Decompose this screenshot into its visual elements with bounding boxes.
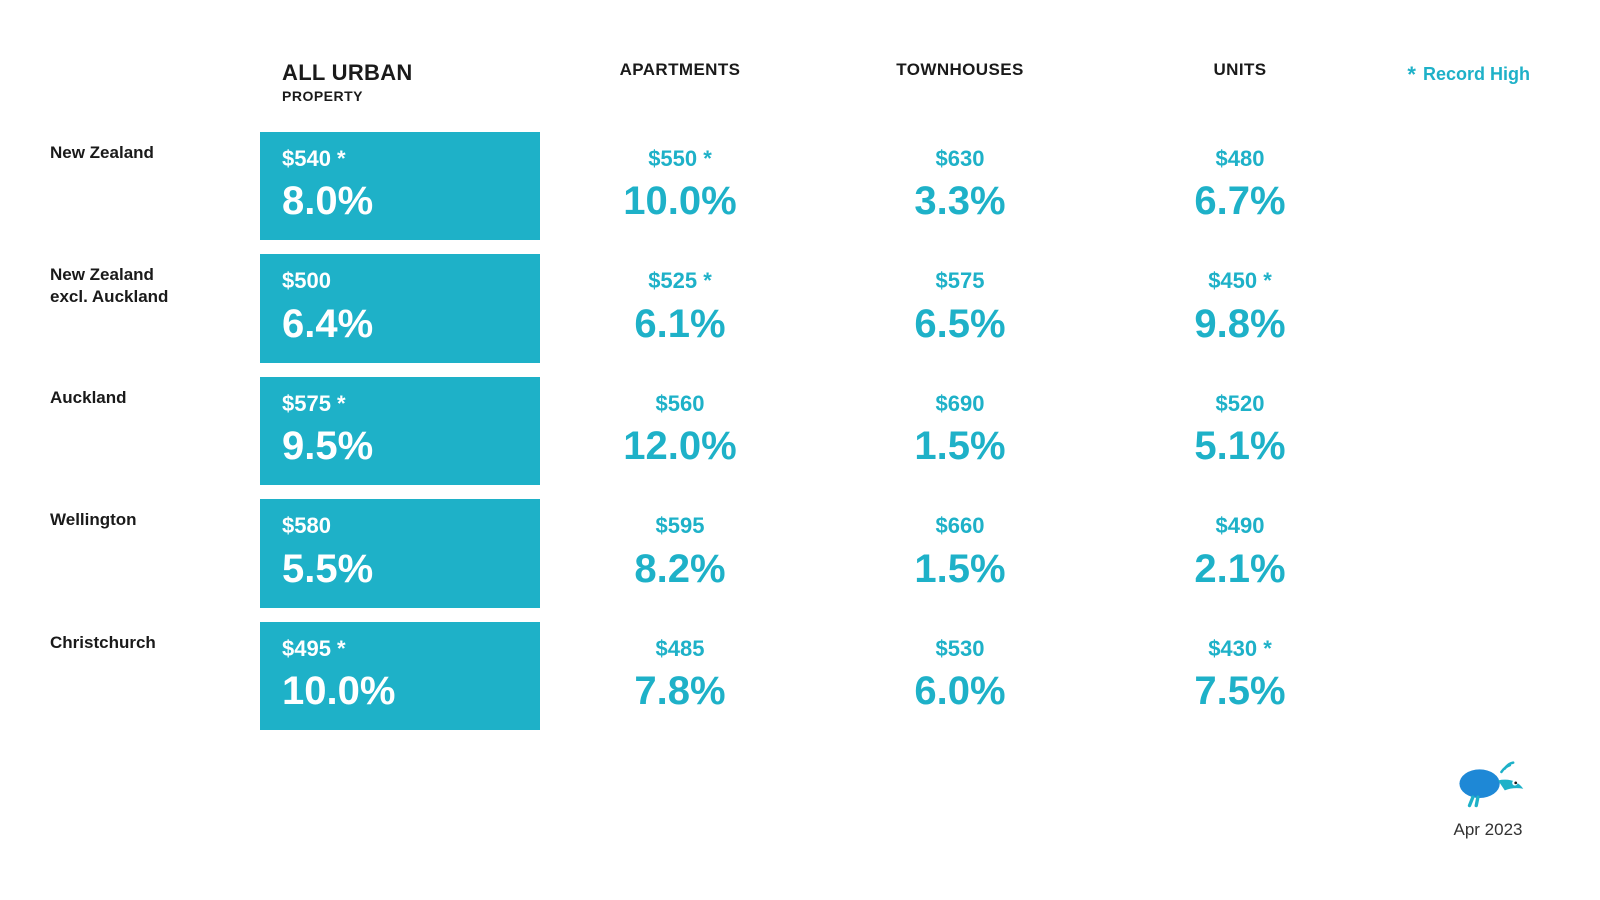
cell-price: $490: [1110, 513, 1370, 539]
data-cell: $540 * 8.0%: [260, 132, 540, 240]
data-cell: $630 3.3%: [820, 132, 1100, 240]
cell-pct: 10.0%: [550, 178, 810, 224]
cell-pct: 12.0%: [550, 423, 810, 469]
cell-price: $560: [550, 391, 810, 417]
data-cell: $525 * 6.1%: [540, 254, 820, 362]
cell-price: $575 *: [282, 391, 518, 417]
row-label: New Zealand excl. Auckland: [50, 254, 260, 308]
cell-price: $550 *: [550, 146, 810, 172]
data-table: ALL URBAN PROPERTY APARTMENTSTOWNHOUSESUNI…: [50, 60, 1550, 730]
row-label: Wellington: [50, 499, 260, 531]
row-label-line: Auckland: [50, 388, 127, 407]
cell-price: $540 *: [282, 146, 518, 172]
column-header: APARTMENTS: [540, 60, 820, 94]
data-cell: $485 7.8%: [540, 622, 820, 730]
column-header: TOWNHOUSES: [820, 60, 1100, 94]
data-cell: $500 6.4%: [260, 254, 540, 362]
cell-price: $480: [1110, 146, 1370, 172]
cell-pct: 6.4%: [282, 301, 518, 347]
data-cell: $430 * 7.5%: [1100, 622, 1380, 730]
cell-price: $520: [1110, 391, 1370, 417]
footer-date: Apr 2023: [1446, 820, 1530, 840]
data-cell: $550 * 10.0%: [540, 132, 820, 240]
cell-pct: 5.1%: [1110, 423, 1370, 469]
column-header-line1: ALL URBAN: [282, 60, 530, 86]
data-cell: $580 5.5%: [260, 499, 540, 607]
cell-pct: 8.0%: [282, 178, 518, 224]
data-cell: $660 1.5%: [820, 499, 1100, 607]
data-cell: $575 6.5%: [820, 254, 1100, 362]
cell-pct: 7.8%: [550, 668, 810, 714]
data-cell: $480 6.7%: [1100, 132, 1380, 240]
cell-pct: 9.5%: [282, 423, 518, 469]
cell-pct: 2.1%: [1110, 546, 1370, 592]
cell-price: $580: [282, 513, 518, 539]
cell-pct: 3.3%: [830, 178, 1090, 224]
cell-pct: 1.5%: [830, 423, 1090, 469]
data-cell: $490 2.1%: [1100, 499, 1380, 607]
legend-label: Record High: [1423, 64, 1530, 84]
data-cell: $690 1.5%: [820, 377, 1100, 485]
footer: Apr 2023: [1446, 755, 1530, 840]
cell-price: $630: [830, 146, 1090, 172]
cell-price: $430 *: [1110, 636, 1370, 662]
column-header-line2: PROPERTY: [282, 88, 530, 104]
data-cell: $495 * 10.0%: [260, 622, 540, 730]
column-header: ALL URBAN PROPERTY: [260, 60, 540, 118]
cell-pct: 10.0%: [282, 668, 518, 714]
row-label-line: Wellington: [50, 510, 137, 529]
cell-pct: 6.5%: [830, 301, 1090, 347]
cell-pct: 1.5%: [830, 546, 1090, 592]
cell-pct: 9.8%: [1110, 301, 1370, 347]
cell-pct: 6.1%: [550, 301, 810, 347]
cell-price: $500: [282, 268, 518, 294]
cell-price: $525 *: [550, 268, 810, 294]
row-label-line: New Zealand: [50, 265, 154, 284]
record-high-legend: * Record High: [1407, 62, 1530, 88]
cell-pct: 8.2%: [550, 546, 810, 592]
cell-pct: 7.5%: [1110, 668, 1370, 714]
row-label-line: excl. Auckland: [50, 287, 168, 306]
cell-price: $495 *: [282, 636, 518, 662]
data-cell: $520 5.1%: [1100, 377, 1380, 485]
row-label-line: New Zealand: [50, 143, 154, 162]
star-icon: *: [1407, 62, 1416, 87]
row-label: Christchurch: [50, 622, 260, 654]
row-label: Auckland: [50, 377, 260, 409]
cell-price: $660: [830, 513, 1090, 539]
row-label-line: Christchurch: [50, 633, 156, 652]
cell-price: $485: [550, 636, 810, 662]
cell-price: $575: [830, 268, 1090, 294]
column-header: UNITS: [1100, 60, 1380, 94]
cell-price: $530: [830, 636, 1090, 662]
cell-pct: 6.0%: [830, 668, 1090, 714]
cell-price: $450 *: [1110, 268, 1370, 294]
row-label: New Zealand: [50, 132, 260, 164]
data-cell: $450 * 9.8%: [1100, 254, 1380, 362]
data-cell: $560 12.0%: [540, 377, 820, 485]
kiwi-logo-icon: [1446, 755, 1530, 814]
cell-price: $690: [830, 391, 1090, 417]
data-cell: $575 * 9.5%: [260, 377, 540, 485]
data-cell: $530 6.0%: [820, 622, 1100, 730]
cell-pct: 6.7%: [1110, 178, 1370, 224]
cell-price: $595: [550, 513, 810, 539]
cell-pct: 5.5%: [282, 546, 518, 592]
data-cell: $595 8.2%: [540, 499, 820, 607]
